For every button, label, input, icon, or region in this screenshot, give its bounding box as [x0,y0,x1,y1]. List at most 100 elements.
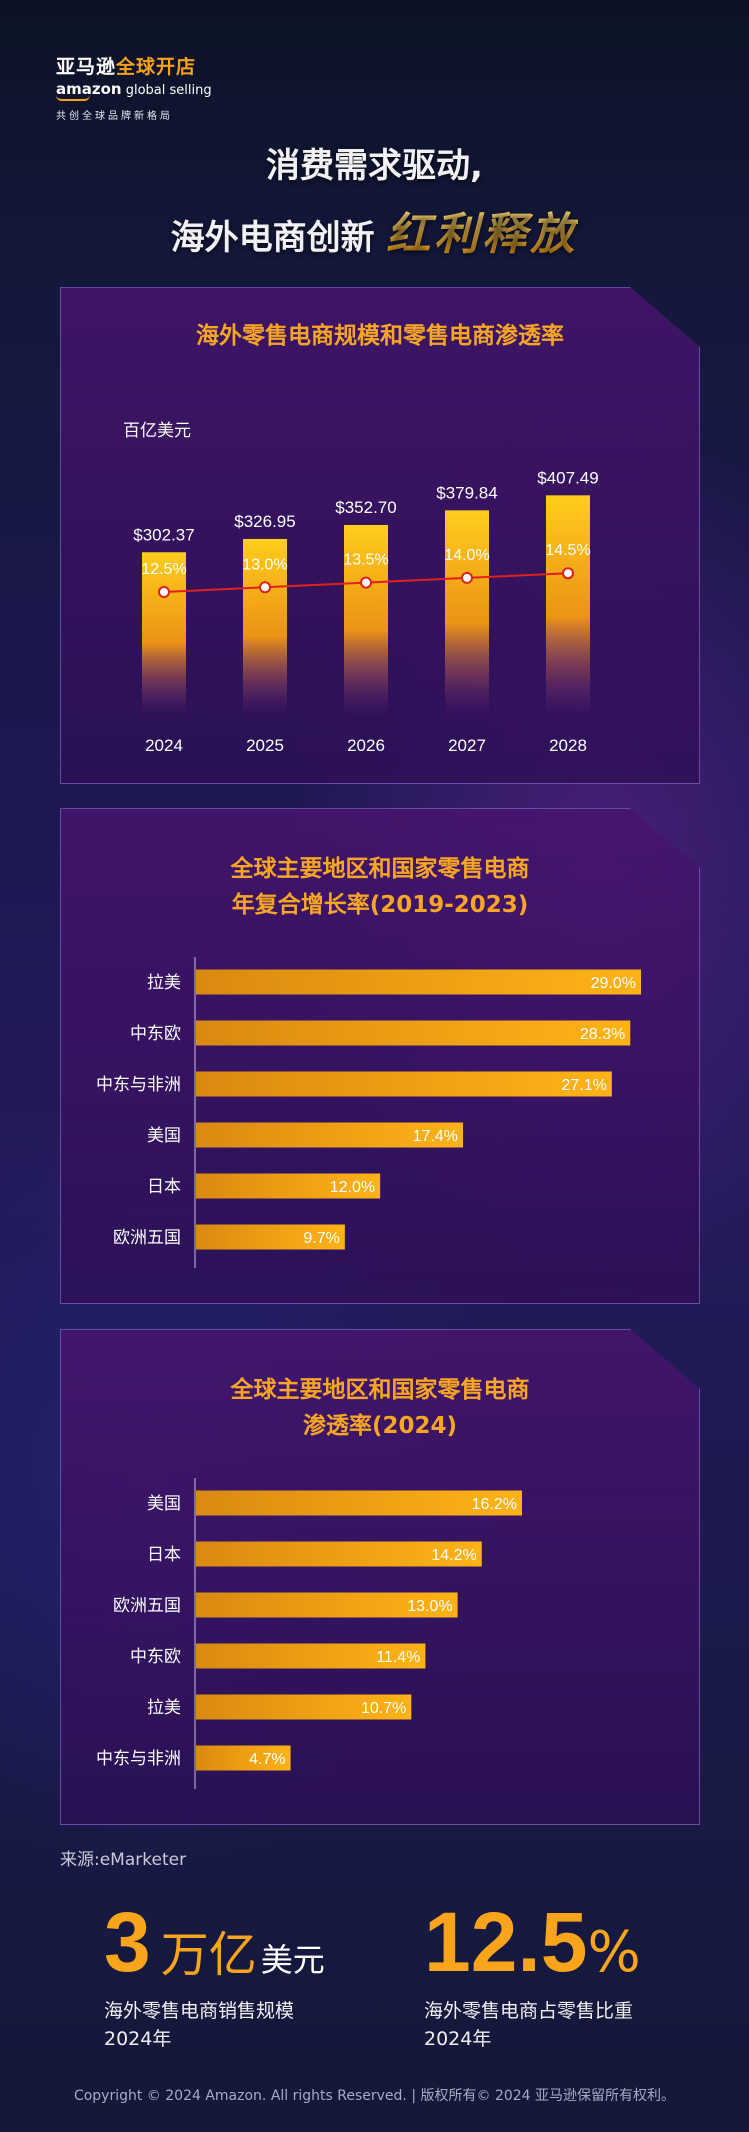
chart1-title: 海外零售电商规模和零售电商渗透率 [196,323,564,349]
stat2-desc-line1: 海外零售电商占零售比重 [424,2000,634,2022]
bar-2025 [243,539,287,716]
market-size-panel: 海外零售电商规模和零售电商渗透率 百亿美元 $302.37 2024 $326.95… [60,287,700,784]
category-label-3: 中东与非洲 [96,1075,181,1094]
cagr-panel: 全球主要地区和国家零售电商 年复合增长率(2019-2023) 拉美 29.0% 中… [60,808,700,1304]
penetration-label-2024: 12.5% [141,561,186,578]
stat1-unit-small: 美元 [260,1941,325,1979]
x-tick-2028: 2028 [549,736,587,755]
logo-cn: 亚马逊全球开店 [56,52,212,79]
value-label-3: 27.1% [561,1077,606,1094]
bar-label-2026: $352.70 [335,498,396,517]
stat1-value: 3 万亿 美元 [104,1900,325,1985]
copyright: Copyright © 2024 Amazon. All rights Rese… [73,2088,676,2104]
bar-6 [196,1225,345,1250]
logo-en: amazon global selling [56,80,212,101]
penetration-point-2025 [260,582,270,592]
value-label-4: 11.4% [376,1649,420,1666]
value-label-6: 4.7% [249,1751,285,1768]
logo-cn-brand: 亚马逊 [56,56,117,78]
bar-2 [196,1021,630,1046]
value-label-3: 13.0% [407,1598,452,1615]
penetration-label-2025: 13.0% [242,556,287,573]
bar-2028 [546,495,590,716]
bar-label-2025: $326.95 [234,512,295,531]
bar-label-2027: $379.84 [436,483,497,502]
source-note: 来源:eMarketer [60,1850,187,1870]
stat2-number: 12.5 [424,1895,588,1989]
bar-label-2024: $302.37 [133,525,194,544]
category-label-2: 日本 [147,1545,181,1564]
value-label-2: 28.3% [580,1026,625,1043]
headline-line2-flair: 红利释放 [386,209,579,260]
bar-6 [196,1746,291,1771]
stat1-desc-line2: 2024年 [104,2028,172,2050]
stat1-desc: 海外零售电商销售规模 2024年 [104,1997,325,2053]
category-label-5: 拉美 [147,1698,181,1717]
bar-2026 [344,525,388,716]
logo-tagline: 共创全球品牌新格局 [56,111,173,122]
bar-3 [196,1072,612,1097]
stat2-value: 12.5% [424,1900,641,1985]
stat2-desc-line2: 2024年 [424,2028,492,2050]
penetration-panel: 全球主要地区和国家零售电商 渗透率(2024) 美国 16.2% 日本 14.2% 欧洲… [60,1329,700,1825]
penetration-point-2026 [361,578,371,588]
penetration-point-2028 [563,568,573,578]
category-label-5: 日本 [147,1177,181,1196]
category-label-4: 美国 [147,1126,181,1145]
penetration-point-2027 [462,573,472,583]
bar-1 [196,970,641,995]
penetration-label-2027: 14.0% [444,547,489,564]
value-label-4: 17.4% [413,1128,458,1145]
chart2-svg: 拉美 29.0% 中东欧 28.3% 中东与非洲 27.1% 美国 17.4% 日本 12.0% 欧… [61,809,701,1305]
x-tick-2026: 2026 [347,736,385,755]
stat1-desc-line1: 海外零售电商销售规模 [104,2000,295,2022]
smile-arrow-icon [56,95,90,101]
chart3-title: 全球主要地区和国家零售电商 [230,1377,530,1403]
category-label-6: 中东与非洲 [96,1749,181,1768]
bar-2024 [142,552,186,716]
amazon-global-selling-logo: 亚马逊全球开店 amazon global selling 共创全球品牌新格局 [56,52,212,122]
penetration-label-2026: 13.5% [343,552,388,569]
value-label-2: 14.2% [431,1547,476,1564]
bar-3 [196,1593,458,1618]
logo-en-brand: amazon [56,80,122,98]
bar-4 [196,1123,463,1148]
stat-retail-share: 12.5% 海外零售电商占零售比重 2024年 [424,1900,641,2053]
stat1-unit-cn: 万亿 [160,1927,257,1983]
category-label-1: 拉美 [147,973,181,992]
stat-sales-size: 3 万亿 美元 海外零售电商销售规模 2024年 [104,1900,325,2053]
chart2-title: 全球主要地区和国家零售电商 [230,856,530,882]
category-label-4: 中东欧 [130,1647,181,1666]
headline-line2-prefix: 海外电商创新 [170,218,375,258]
stat2-pct: % [587,1920,641,1985]
bar-2 [196,1542,482,1567]
penetration-point-2024 [159,587,169,597]
headline-line1: 消费需求驱动, [266,146,483,186]
value-label-5: 10.7% [361,1700,406,1717]
category-label-3: 欧洲五国 [113,1596,181,1615]
bar-1 [196,1491,522,1516]
value-label-1: 29.0% [591,975,636,992]
x-tick-2027: 2027 [448,736,486,755]
value-label-5: 12.0% [330,1179,375,1196]
bar-2027 [445,510,489,716]
stat2-desc: 海外零售电商占零售比重 2024年 [424,1997,641,2053]
x-tick-2025: 2025 [246,736,284,755]
category-label-2: 中东欧 [130,1024,181,1043]
penetration-label-2028: 14.5% [545,542,590,559]
bar-5 [196,1695,411,1720]
bar-5 [196,1174,380,1199]
x-tick-2024: 2024 [145,736,183,755]
chart1-unit-label: 百亿美元 [123,421,191,440]
value-label-1: 16.2% [472,1496,517,1513]
category-label-1: 美国 [147,1494,181,1513]
value-label-6: 9.7% [303,1230,339,1247]
logo-en-program: global selling [121,83,212,98]
logo-cn-program: 全球开店 [116,56,197,78]
chart3-subtitle: 渗透率(2024) [302,1413,458,1439]
chart1-svg: 百亿美元 $302.37 2024 $326.95 2025 $352.70 2026 $3… [61,288,701,785]
chart2-subtitle: 年复合增长率(2019-2023) [231,892,529,918]
category-label-6: 欧洲五国 [113,1228,181,1247]
chart3-svg: 美国 16.2% 日本 14.2% 欧洲五国 13.0% 中东欧 11.4% 拉美 10.7% 中东… [61,1330,701,1826]
stat1-number: 3 [104,1895,151,1989]
